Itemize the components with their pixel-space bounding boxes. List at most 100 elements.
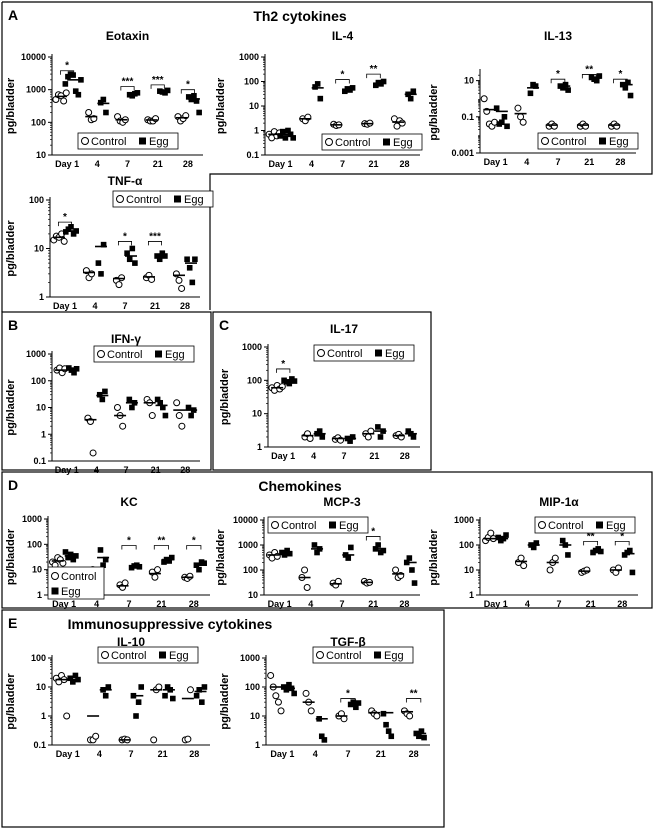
- data-point-egg: [318, 733, 325, 740]
- y-tick-label: 1: [41, 429, 46, 439]
- data-point-egg: [383, 721, 389, 728]
- data-point-control: [303, 583, 311, 591]
- x-tick-label: 7: [126, 599, 131, 609]
- data-point-egg: [312, 84, 318, 90]
- data-point-egg: [291, 690, 297, 697]
- data-point-egg: [416, 733, 422, 740]
- data-point-egg: [70, 231, 77, 237]
- legend-box: [312, 646, 414, 664]
- data-point-egg: [185, 404, 192, 411]
- y-axis-label: pg/bladder: [215, 77, 227, 134]
- legend-box: [537, 132, 639, 150]
- x-tick-label: 4: [313, 749, 318, 759]
- data-point-egg: [156, 256, 163, 263]
- data-point-control: [121, 579, 129, 587]
- x-tick-label: 7: [128, 749, 133, 759]
- significance-bracket: [180, 89, 195, 94]
- y-tick-label: 10: [249, 101, 259, 111]
- data-point-egg: [196, 687, 203, 693]
- chart-title: Eotaxin: [106, 29, 149, 43]
- data-point-egg: [124, 250, 130, 257]
- y-tick-label: 100: [29, 195, 44, 205]
- frame-panel-c: [212, 311, 432, 471]
- data-point-egg: [193, 692, 200, 699]
- data-point-control: [175, 276, 183, 284]
- data-point-egg: [562, 81, 569, 88]
- x-tick-label: 21: [158, 749, 168, 759]
- data-point-egg: [559, 537, 566, 544]
- chart-il10: IL-10 pg/bladder 0.1 1 10 100 Day 1 4 7 21 28 Contr…: [5, 635, 210, 759]
- legend-marker-egg: [51, 587, 59, 595]
- data-point-egg: [136, 563, 143, 570]
- data-point-control: [520, 562, 528, 570]
- y-tick-label: 1000: [240, 653, 260, 663]
- data-point-egg: [353, 704, 359, 711]
- y-axis-label: pg/bladder: [219, 673, 231, 730]
- data-point-egg: [129, 245, 136, 252]
- data-point-egg: [409, 567, 415, 573]
- significance-bracket: [60, 70, 75, 75]
- data-point-egg: [375, 542, 381, 548]
- y-tick-label: 10000: [21, 52, 46, 62]
- data-point-egg: [277, 133, 283, 139]
- data-point-egg: [132, 260, 138, 266]
- legend: Control Egg: [267, 516, 369, 534]
- data-point-control: [302, 689, 310, 697]
- data-point-control: [517, 554, 525, 562]
- data-point-egg: [347, 438, 353, 444]
- x-tick-label: 4: [308, 599, 313, 609]
- data-point-egg: [189, 279, 196, 286]
- legend-label-control: Control: [126, 194, 161, 206]
- x-tick-label: 4: [309, 159, 314, 169]
- legend-label-egg: Egg: [609, 136, 629, 148]
- y-axis-label: pg/bladder: [428, 84, 440, 141]
- data-point-egg: [126, 256, 133, 263]
- data-point-control: [92, 732, 100, 740]
- legend-marker-control: [271, 521, 279, 529]
- significance-bracket: [186, 545, 202, 550]
- data-point-egg: [530, 544, 537, 551]
- data-point-control: [514, 104, 522, 112]
- significance-label: *: [186, 80, 190, 91]
- section-title-th2: Th2 cytokines: [253, 8, 347, 24]
- data-point-control: [613, 122, 621, 130]
- x-tick-label: 4: [311, 451, 316, 461]
- legend: Control Egg: [321, 133, 423, 151]
- legend-marker-control: [325, 138, 333, 146]
- data-point-egg: [159, 250, 166, 257]
- x-tick-label: 28: [399, 159, 409, 169]
- x-tick-label: 4: [94, 599, 99, 609]
- data-point-control: [392, 566, 400, 574]
- significance-bracket: [58, 221, 72, 227]
- frame-panel-a: [2, 1, 653, 310]
- data-point-control: [150, 736, 158, 744]
- data-point-egg: [349, 85, 356, 91]
- data-point-egg: [70, 556, 77, 563]
- x-tick-label: 21: [151, 465, 161, 475]
- data-point-control: [62, 89, 70, 97]
- data-point-control: [148, 412, 156, 420]
- data-point-egg: [350, 699, 357, 705]
- data-point-control: [519, 118, 527, 126]
- significance-bracket: [276, 368, 291, 373]
- legend: Control Egg: [47, 566, 105, 600]
- data-point-egg: [102, 388, 108, 395]
- frame-panel-e: [1, 609, 445, 828]
- data-point-egg: [593, 77, 600, 84]
- x-tick-label: 28: [409, 749, 419, 759]
- data-point-egg: [102, 692, 109, 699]
- data-point-control: [178, 422, 186, 430]
- data-point-egg: [282, 135, 289, 141]
- legend-label-control: Control: [548, 520, 583, 532]
- data-point-egg: [65, 554, 71, 561]
- chart-ifng: IFN-γ pg/bladder 0.1 1 10 100 1000 Day 1 4 7 21 28 C…: [5, 332, 200, 475]
- significance-label: ***: [122, 77, 134, 88]
- legend: Control Egg: [534, 516, 636, 534]
- data-point-egg: [154, 396, 161, 403]
- data-point-egg: [99, 396, 106, 403]
- legend-label-egg: Egg: [385, 348, 405, 360]
- y-tick-label: 100: [459, 540, 474, 550]
- x-tick-label: 21: [369, 451, 379, 461]
- legend-marker-egg: [139, 137, 146, 145]
